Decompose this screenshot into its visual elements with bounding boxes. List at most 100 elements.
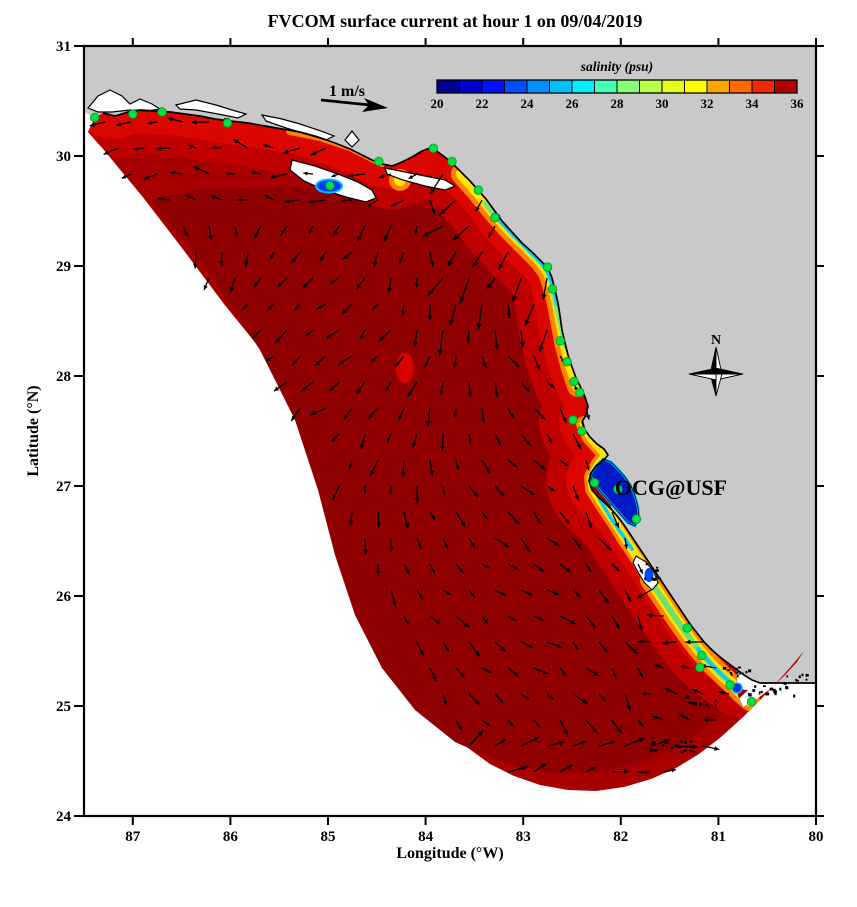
current-vector bbox=[386, 433, 392, 443]
current-vector-head bbox=[439, 390, 444, 396]
current-vector bbox=[437, 329, 444, 357]
current-vector-head bbox=[264, 195, 269, 199]
current-vector bbox=[475, 199, 483, 213]
current-vector-head bbox=[398, 415, 403, 421]
colorbar-tick-label: 28 bbox=[611, 96, 625, 111]
current-vector-head bbox=[533, 737, 540, 742]
current-vector-head bbox=[418, 595, 423, 600]
current-vector bbox=[414, 485, 420, 503]
current-vector-head bbox=[514, 519, 520, 525]
current-vector bbox=[559, 764, 573, 773]
current-vector bbox=[372, 251, 379, 267]
panhandle-lagoon bbox=[87, 89, 162, 113]
current-vector-head bbox=[155, 146, 161, 151]
figure-title: FVCOM surface current at hour 1 on 09/04… bbox=[268, 11, 643, 31]
current-vector-head bbox=[587, 523, 593, 529]
island-speckle bbox=[699, 702, 702, 707]
current-vector bbox=[440, 433, 445, 452]
island-speckle bbox=[657, 577, 661, 580]
current-vector bbox=[598, 589, 610, 604]
plot-border bbox=[82, 44, 818, 818]
current-vector bbox=[263, 194, 275, 201]
x-tick-label: 85 bbox=[321, 829, 336, 845]
current-vector-head bbox=[581, 740, 587, 745]
current-vector bbox=[338, 355, 353, 365]
island-speckle bbox=[795, 679, 799, 682]
current-vector-head bbox=[692, 689, 698, 694]
current-vector-head bbox=[277, 281, 283, 287]
current-vector bbox=[652, 715, 665, 721]
current-vector bbox=[378, 329, 392, 343]
current-vector-head bbox=[301, 386, 307, 391]
current-vector bbox=[685, 639, 704, 645]
station-dot bbox=[575, 387, 585, 398]
current-vector bbox=[637, 667, 644, 678]
current-vector-head bbox=[614, 566, 620, 572]
current-vector-head bbox=[266, 306, 272, 311]
current-vector bbox=[348, 173, 366, 178]
island-speckle bbox=[779, 687, 782, 691]
watermark: OCG@USF bbox=[615, 475, 727, 500]
current-vector bbox=[328, 381, 340, 392]
current-vector bbox=[481, 719, 491, 727]
current-vector-head bbox=[535, 365, 540, 371]
current-vector bbox=[533, 615, 544, 621]
current-vector bbox=[520, 537, 531, 553]
current-vector-head bbox=[605, 544, 611, 550]
current-vector-head bbox=[570, 619, 576, 625]
current-vector-head bbox=[275, 337, 281, 343]
station-dot bbox=[562, 357, 572, 367]
current-vector bbox=[507, 667, 520, 678]
current-vector-head bbox=[576, 443, 581, 450]
current-vector bbox=[316, 303, 327, 310]
current-vector-head bbox=[641, 691, 646, 696]
current-vector bbox=[546, 740, 565, 747]
current-vector-head bbox=[592, 728, 598, 734]
current-vector-head bbox=[459, 296, 466, 304]
current-vector-head bbox=[623, 544, 629, 549]
island-speckle bbox=[655, 566, 659, 569]
island-speckle bbox=[785, 685, 788, 689]
island-speckle bbox=[656, 575, 659, 578]
current-vector bbox=[359, 433, 366, 450]
current-vector-head bbox=[147, 120, 152, 125]
current-vector-head bbox=[565, 567, 571, 573]
current-vector bbox=[646, 612, 665, 618]
current-vector bbox=[342, 251, 353, 260]
current-vector bbox=[572, 537, 582, 550]
current-vector bbox=[416, 537, 422, 549]
current-vector bbox=[376, 563, 381, 576]
current-vector bbox=[439, 381, 444, 396]
current-vector-head bbox=[538, 616, 544, 621]
current-vector bbox=[441, 485, 446, 495]
current-vector-head bbox=[359, 334, 364, 340]
current-vector-head bbox=[391, 202, 397, 207]
coastline-layer bbox=[102, 109, 816, 684]
current-vector-head bbox=[538, 345, 545, 352]
colorbar-tick-label: 20 bbox=[431, 96, 444, 111]
current-vector-head bbox=[509, 413, 514, 419]
current-vector bbox=[407, 381, 418, 398]
station-dot bbox=[447, 156, 457, 167]
current-vector-head bbox=[133, 146, 138, 151]
current-vector-head bbox=[244, 261, 249, 267]
current-vector-head bbox=[342, 309, 348, 314]
current-vector-head bbox=[457, 725, 462, 731]
current-vector-head bbox=[500, 591, 506, 596]
current-vector-head bbox=[266, 357, 271, 362]
y-tick-label: 25 bbox=[56, 699, 71, 715]
current-vector bbox=[341, 303, 353, 315]
compass-arm-light bbox=[688, 373, 717, 381]
current-vector bbox=[680, 665, 691, 670]
current-vector bbox=[572, 740, 587, 747]
current-vector bbox=[376, 511, 382, 528]
station-dot bbox=[128, 109, 138, 119]
current-vector bbox=[388, 537, 394, 553]
colorbar-cell bbox=[504, 79, 528, 94]
current-vector-head bbox=[219, 261, 224, 266]
current-vector bbox=[507, 355, 520, 368]
island-speckle bbox=[793, 694, 796, 698]
current-vector bbox=[636, 589, 652, 599]
salinity-field-layer bbox=[88, 110, 804, 791]
current-vector-head bbox=[616, 727, 622, 733]
